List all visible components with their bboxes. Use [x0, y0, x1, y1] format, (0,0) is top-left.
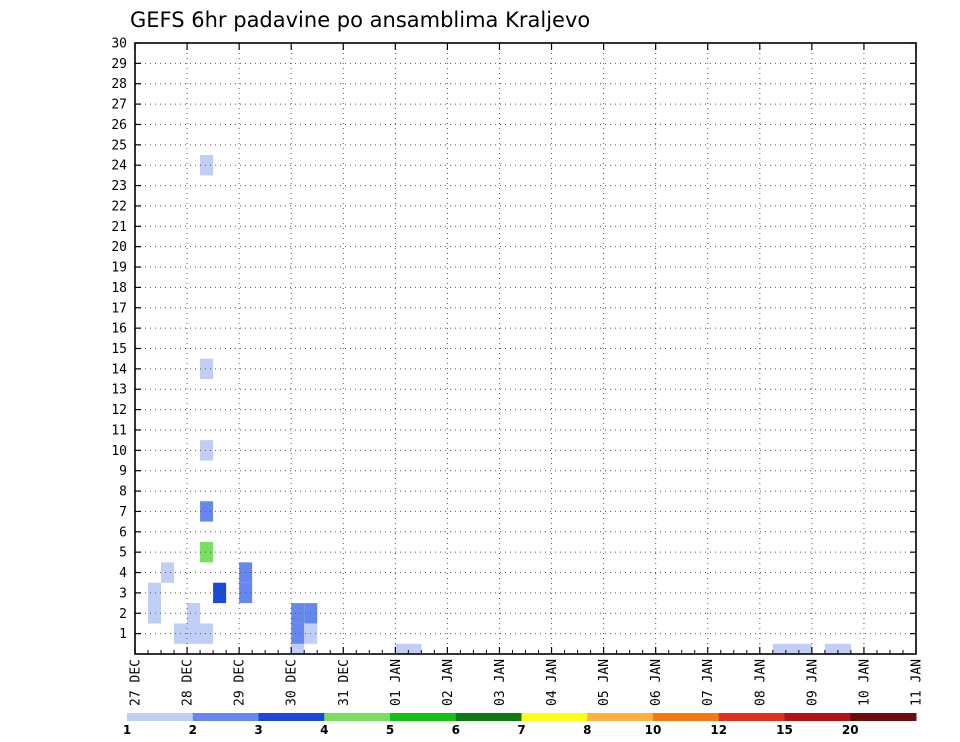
legend-swatch [127, 713, 194, 721]
y-tick-label: 19 [111, 261, 127, 276]
y-tick-label: 8 [119, 485, 127, 500]
y-tick-label: 11 [111, 423, 127, 438]
data-cell [148, 582, 162, 604]
y-tick-label: 15 [111, 342, 127, 357]
color-legend: 1 2 3 4 5 6 7 8 10 12 15 20 [123, 713, 917, 737]
data-cell [213, 582, 227, 604]
y-tick-label: 3 [119, 586, 127, 601]
data-cell [395, 643, 409, 654]
data-cell [798, 643, 812, 654]
x-tick-label: 07 JAN [701, 659, 716, 706]
data-cell [200, 155, 214, 176]
y-tick-label: 21 [111, 220, 127, 235]
legend-swatch [784, 713, 851, 721]
legend-label: 4 [320, 723, 328, 737]
data-cell [200, 623, 214, 644]
legend-swatch [455, 713, 522, 721]
y-tick-label: 23 [111, 179, 127, 194]
legend-label: 3 [254, 723, 262, 737]
data-cell [200, 501, 214, 522]
data-cell [200, 358, 214, 380]
y-tick-label: 7 [119, 505, 127, 520]
y-tick-label: 26 [111, 118, 127, 133]
y-tick-label: 12 [111, 403, 127, 418]
legend-label: 7 [517, 723, 525, 737]
x-tick-label: 29 DEC [233, 659, 248, 706]
y-tick-label: 28 [111, 77, 127, 92]
x-tick-label: 06 JAN [649, 659, 664, 706]
x-tick-label: 28 DEC [181, 659, 196, 706]
y-tick-label: 16 [111, 322, 127, 337]
data-cell [785, 643, 799, 654]
data-cell [824, 643, 838, 654]
legend-label: 5 [386, 723, 394, 737]
y-tick-label: 20 [111, 240, 127, 255]
data-cell [408, 643, 422, 654]
cells-layer [148, 155, 851, 654]
x-tick-label: 03 JAN [493, 659, 508, 706]
y-tick-label: 13 [111, 383, 127, 398]
x-tick-label: 08 JAN [753, 659, 768, 706]
y-tick-label: 14 [111, 362, 127, 377]
y-tick-label: 30 [111, 37, 127, 52]
data-cell [291, 643, 305, 654]
legend-label: 10 [645, 723, 662, 737]
y-tick-label: 25 [111, 138, 127, 153]
y-axis: 1234567891011121314151617181920212223242… [111, 37, 916, 642]
y-tick-label: 9 [119, 464, 127, 479]
y-tick-label: 2 [119, 607, 127, 622]
y-tick-label: 5 [119, 546, 127, 561]
data-cell [187, 623, 201, 644]
y-tick-label: 22 [111, 199, 127, 214]
y-tick-label: 4 [119, 566, 127, 581]
x-tick-label: 04 JAN [545, 659, 560, 706]
legend-swatch [587, 713, 654, 721]
y-tick-label: 17 [111, 301, 127, 316]
legend-label: 1 [123, 723, 131, 737]
legend-swatch [718, 713, 785, 721]
legend-label: 12 [710, 723, 727, 737]
x-tick-label: 02 JAN [441, 659, 456, 706]
x-tick-label: 31 DEC [337, 659, 352, 706]
y-tick-label: 24 [111, 159, 127, 174]
y-tick-label: 27 [111, 98, 127, 113]
x-tick-label: 30 DEC [285, 659, 300, 706]
data-cell [291, 623, 305, 644]
legend-label: 6 [452, 723, 460, 737]
data-cell [772, 643, 786, 654]
x-tick-label: 27 DEC [129, 659, 144, 706]
x-tick-label: 01 JAN [389, 659, 404, 706]
legend-swatch [324, 713, 391, 721]
data-cell [161, 562, 175, 583]
legend-swatch [192, 713, 259, 721]
legend-swatch [521, 713, 588, 721]
data-cell [200, 541, 214, 563]
data-cell [291, 603, 305, 624]
data-cell [837, 643, 851, 654]
legend-swatch [850, 713, 917, 721]
grid-layer [135, 43, 916, 654]
chart-title: GEFS 6hr padavine po ansamblima Kraljevo [130, 8, 590, 32]
y-tick-label: 10 [111, 444, 127, 459]
y-tick-label: 29 [111, 57, 127, 72]
legend-swatch [390, 713, 457, 721]
data-cell [148, 603, 162, 624]
x-tick-label: 09 JAN [805, 659, 820, 706]
x-tick-label: 05 JAN [597, 659, 612, 706]
legend-label: 2 [189, 723, 197, 737]
legend-label: 20 [842, 723, 859, 737]
legend-label: 8 [583, 723, 591, 737]
y-tick-label: 6 [119, 525, 127, 540]
legend-label: 15 [776, 723, 793, 737]
y-tick-label: 1 [119, 627, 127, 642]
x-axis: 27 DEC 28 DEC 29 DEC 30 DEC 31 DEC 01 JAN 02 J… [129, 43, 925, 706]
legend-swatch [653, 713, 720, 721]
legend-swatch [258, 713, 325, 721]
data-cell [200, 440, 214, 461]
data-cell [187, 603, 201, 624]
x-tick-label: 11 JAN [910, 659, 925, 706]
x-tick-label: 10 JAN [857, 659, 872, 706]
y-tick-label: 18 [111, 281, 127, 296]
